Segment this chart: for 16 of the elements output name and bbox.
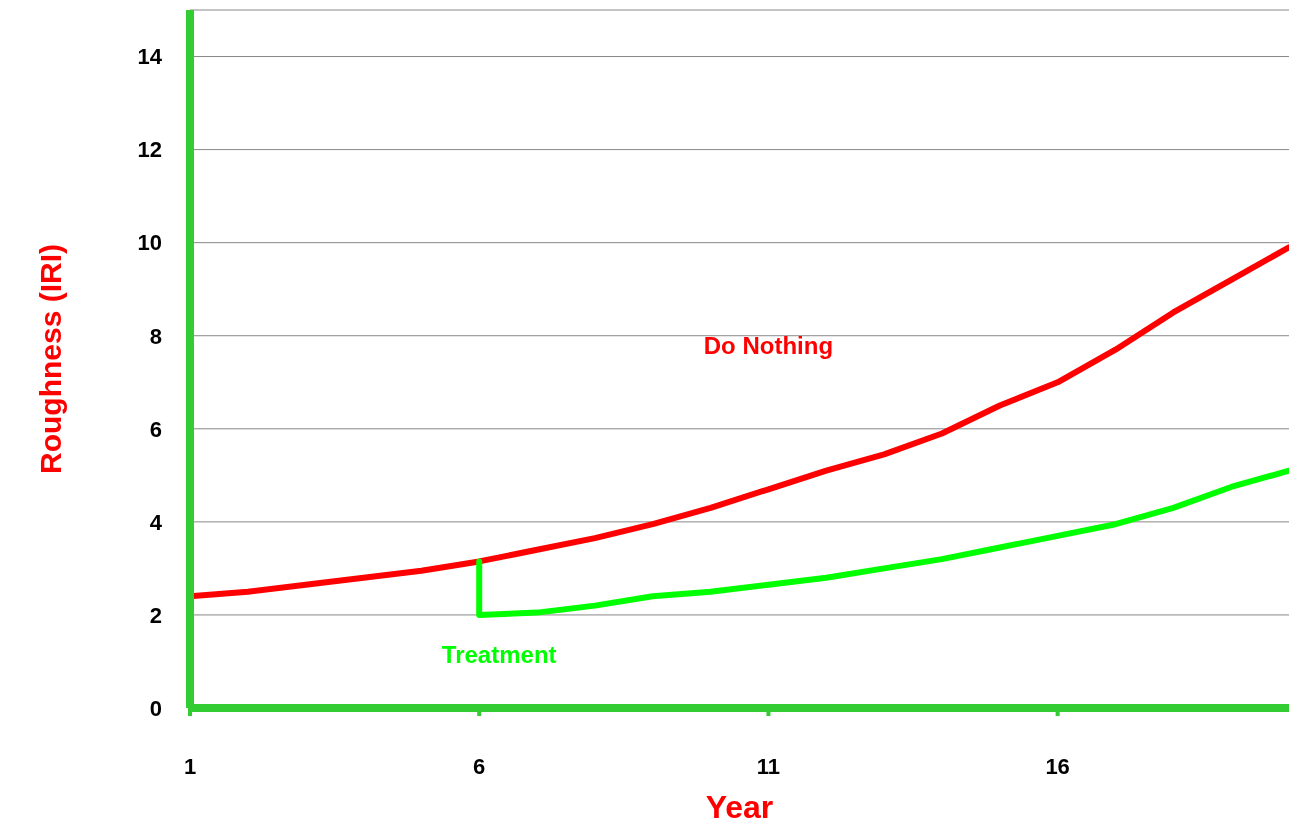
text: Do Nothing (703, 332, 834, 360)
y-tick-label: 8 (149, 323, 162, 349)
x-tick-label: 1 (183, 753, 197, 779)
y-axis-title: Roughness (IRI) (33, 244, 67, 474)
y-tick-label: 6 (149, 416, 162, 442)
x-axis-title: Year (705, 789, 774, 825)
x-tick-label: 16 (1045, 753, 1070, 779)
y-tick-label: 0 (149, 695, 162, 721)
y-tick-label: 10 (137, 230, 162, 256)
series-label: Treatment (441, 640, 557, 668)
y-tick-label: 2 (149, 602, 162, 628)
y-tick-label: 14 (137, 44, 163, 70)
y-tick-label: 4 (149, 509, 163, 535)
x-tick-label: 11 (756, 753, 781, 779)
y-tick-label: 12 (137, 137, 162, 163)
x-tick-label: 6 (473, 753, 486, 779)
